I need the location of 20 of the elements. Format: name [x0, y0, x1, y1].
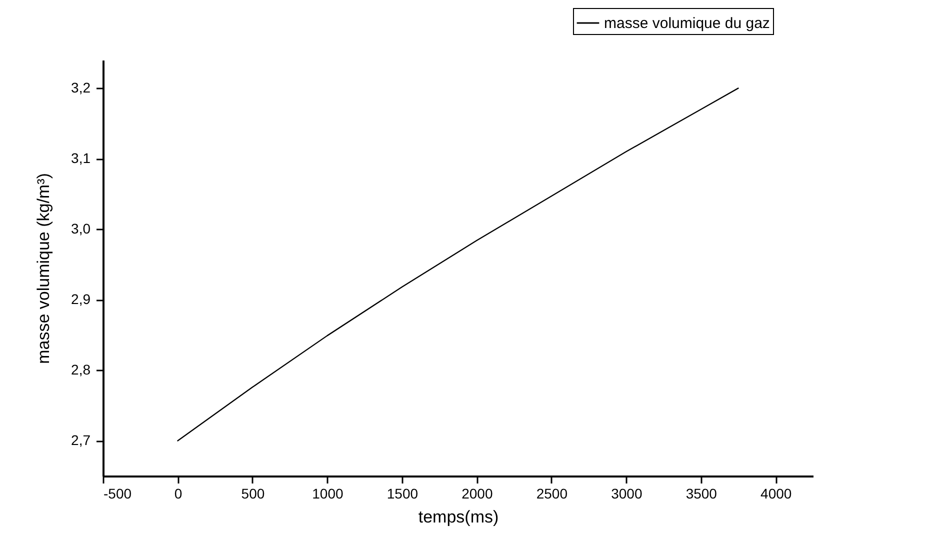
x-tick-label: 2000: [462, 486, 493, 502]
legend-label: masse volumique du gaz: [604, 15, 770, 32]
x-tick-label: 0: [174, 486, 182, 502]
x-tick-label: 2500: [536, 486, 568, 502]
x-tick-label: 1500: [386, 486, 418, 502]
x-tick-label: 3000: [611, 486, 642, 502]
y-tick-label: 2,8: [71, 362, 91, 378]
x-tick-label: 3500: [686, 486, 718, 502]
line-series: [177, 88, 739, 442]
y-tick-label: 2,7: [71, 432, 91, 448]
y-axis-title: masse volumique (kg/m³): [34, 173, 54, 364]
y-tick-label: 3,1: [71, 150, 91, 166]
x-axis-title: temps(ms): [418, 508, 499, 526]
y-tick-label: 3,0: [71, 220, 91, 237]
y-tick-label: 3,2: [71, 80, 91, 96]
y-tick-label: 2,9: [71, 291, 91, 308]
x-tick-label: -500: [104, 486, 132, 502]
x-tick-label: 500: [241, 486, 265, 502]
x-tick-label: 1000: [312, 486, 344, 502]
x-tick-label: 4000: [760, 486, 792, 502]
